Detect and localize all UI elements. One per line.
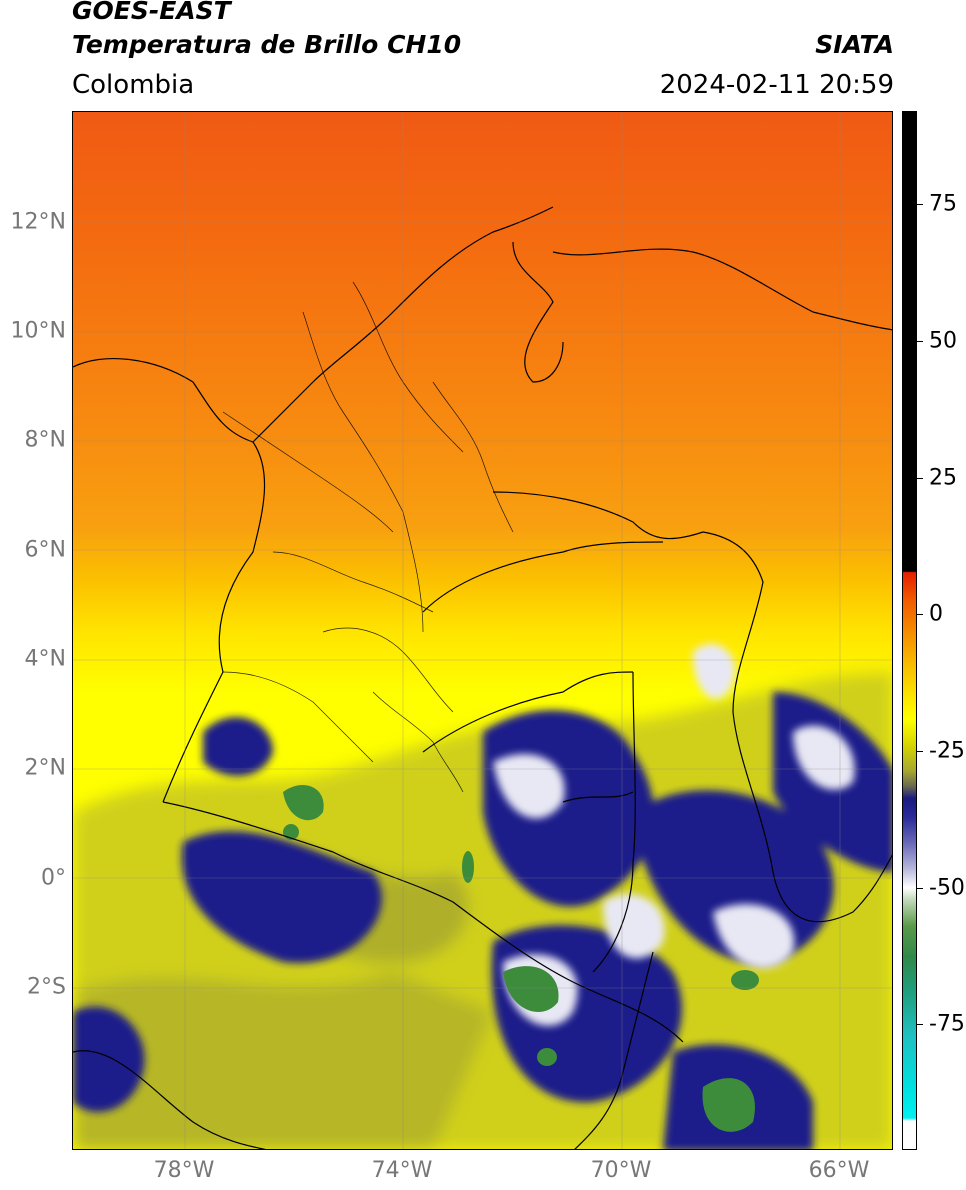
brightness-temperature-field (73, 112, 892, 1149)
map-title-line-1: GOES-EAST (72, 0, 231, 25)
lat-tick-2s: 2°S (27, 974, 66, 1000)
lon-tick-74w: 74°W (371, 1158, 433, 1183)
lon-tick-70w: 70°W (590, 1158, 652, 1183)
cold-cloud-tops (493, 643, 855, 1026)
colorbar-label-0: 0 (929, 601, 943, 627)
colorbar-label-50: 50 (929, 328, 957, 354)
lat-tick-8n: 8°N (24, 427, 66, 453)
colorbar-label-75: 75 (929, 191, 957, 217)
graticule (73, 112, 892, 1149)
coldest-cloud-cores (283, 784, 759, 1132)
colorbar-tick-neg25 (917, 751, 923, 752)
colorbar-tick-0 (917, 614, 923, 615)
lon-tick-78w: 78°W (153, 1158, 215, 1183)
timestamp-label: 2024-02-11 20:59 (659, 70, 894, 100)
colorbar-label-neg50: -50 (929, 875, 965, 901)
colorbar-tick-75 (917, 204, 923, 205)
colorbar-tick-neg75 (917, 1024, 923, 1025)
colorbar-tick-50 (917, 341, 923, 342)
organization-label: SIATA (815, 30, 894, 59)
colorbar-label-25: 25 (929, 465, 957, 491)
map-title-line-2: Temperatura de Brillo CH10 (72, 30, 462, 59)
lat-tick-6n: 6°N (24, 537, 66, 563)
satellite-map (72, 111, 893, 1150)
lat-tick-12n: 12°N (10, 209, 66, 235)
colorbar-tick-neg50 (917, 888, 923, 889)
colorbar-label-neg75: -75 (929, 1011, 965, 1037)
country-borders (73, 206, 892, 1149)
region-label: Colombia (72, 70, 195, 100)
colorbar-label-neg25: -25 (929, 738, 965, 764)
colorbar (902, 111, 917, 1150)
lat-tick-0: 0° (41, 865, 66, 891)
lat-tick-4n: 4°N (24, 646, 66, 672)
colorbar-tick-25 (917, 478, 923, 479)
lat-tick-10n: 10°N (10, 318, 66, 344)
olive-cloud-layer (73, 672, 892, 1149)
lon-tick-66w: 66°W (808, 1158, 870, 1183)
lat-tick-2n: 2°N (24, 755, 66, 781)
